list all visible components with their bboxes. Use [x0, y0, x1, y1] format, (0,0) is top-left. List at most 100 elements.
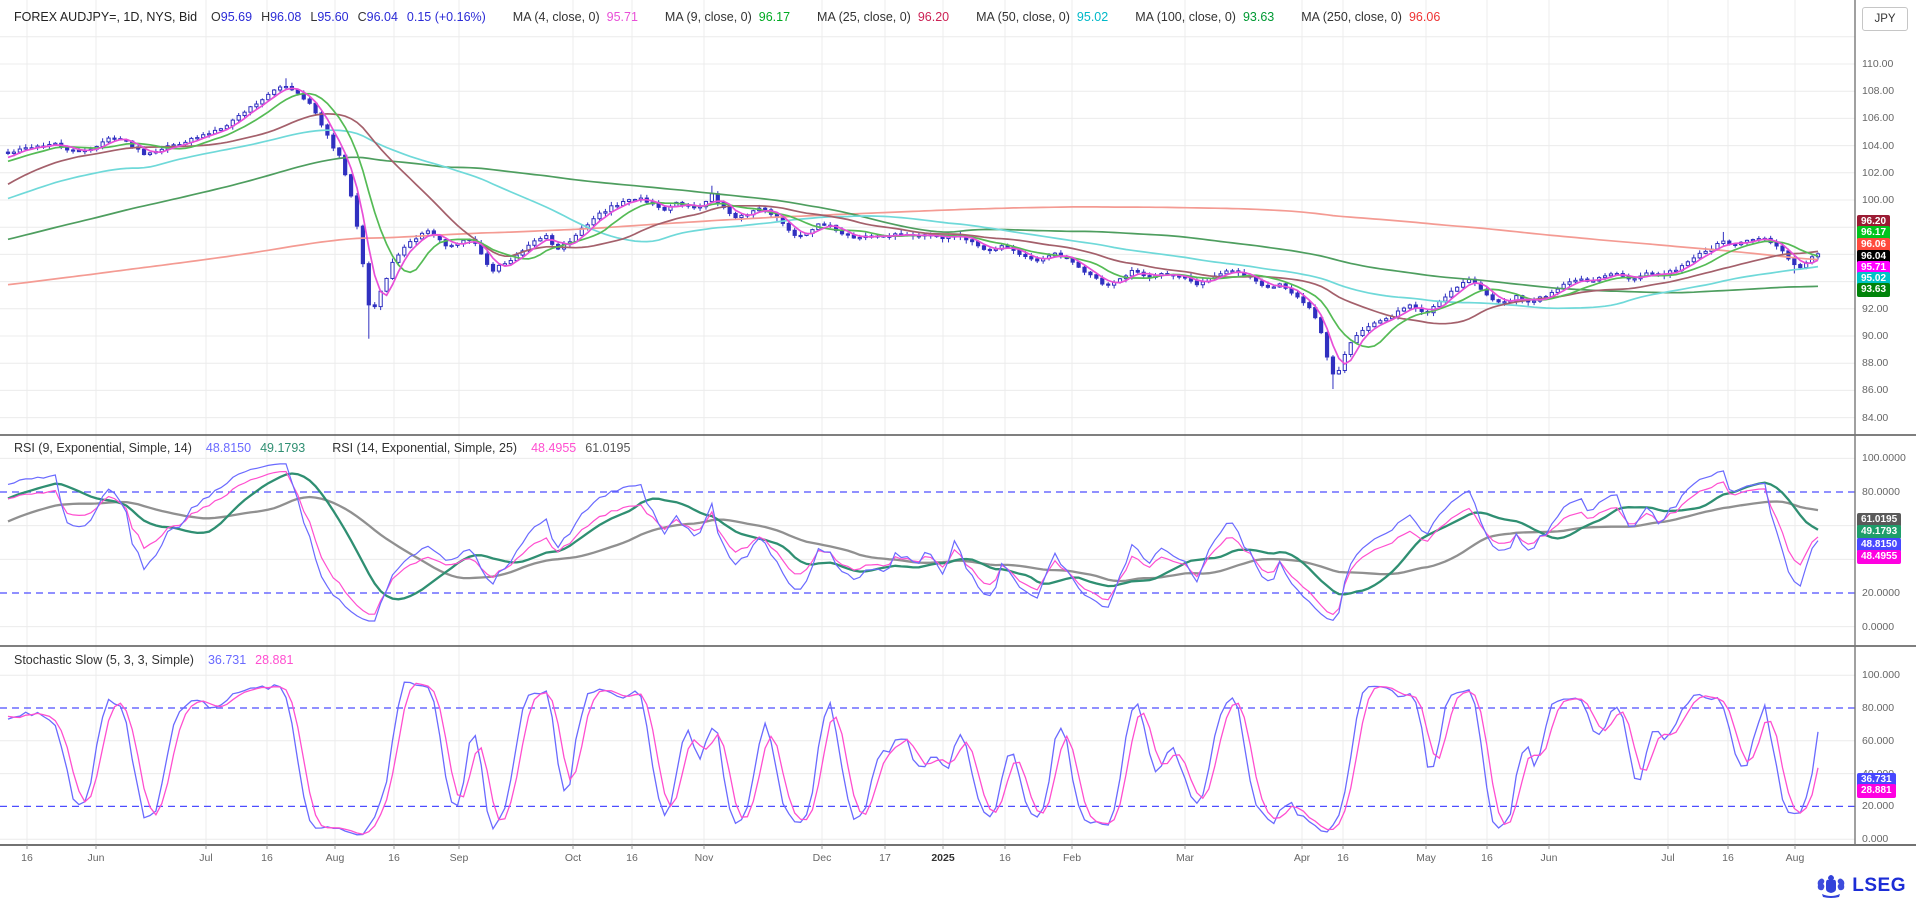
price-axis-currency-button[interactable]: JPY	[1862, 7, 1908, 31]
stoch-axis-tick: 0.000	[1862, 833, 1889, 846]
x-axis-label: Aug	[325, 852, 345, 864]
ma-25-line	[7, 112, 1819, 325]
ma25-value: 96.20	[917, 10, 950, 24]
ma250-value: 96.06	[1408, 10, 1441, 24]
price-axis-tick: 84.00	[1862, 411, 1889, 424]
price-axis-tick: 102.00	[1862, 166, 1895, 179]
x-axis-label: 16	[626, 852, 638, 864]
value-tag: 95.71	[1857, 261, 1891, 275]
value-tag: 95.02	[1857, 272, 1891, 286]
x-axis-label: Oct	[564, 852, 582, 864]
stoch-axis-tick: 100.000	[1862, 669, 1900, 682]
price-axis-tick: 88.00	[1862, 357, 1889, 370]
stochastic-k-value: 36.731	[207, 653, 247, 667]
x-axis-label: 16	[261, 852, 273, 864]
ma-legend-50: MA (50, close, 0) 95.02	[976, 10, 1109, 24]
value-tag: 36.731	[1857, 773, 1896, 787]
lseg-logo: LSEG	[1816, 874, 1906, 898]
rsi-axis-tick: 0.0000	[1862, 620, 1895, 633]
ma-4-line	[7, 87, 1819, 366]
ma-legend-250: MA (250, close, 0) 96.06	[1301, 10, 1441, 24]
stochastic-d-line	[7, 682, 1819, 835]
stoch-axis-tick: 20.000	[1862, 800, 1895, 813]
x-axis-label: 16	[999, 852, 1011, 864]
stochastic-label: Stochastic Slow (5, 3, 3, Simple)	[14, 653, 194, 667]
price-axis-tick: 86.00	[1862, 384, 1889, 397]
x-axis-label: May	[1416, 852, 1436, 864]
price-axis-scale-area[interactable]	[1856, 0, 1916, 845]
value-tag: 48.8150	[1857, 538, 1902, 552]
close-value: 96.04	[366, 10, 398, 24]
x-axis-label: Apr	[1293, 852, 1311, 864]
rsi-fast-value: 48.8150	[205, 441, 252, 455]
chart-legend: FOREX AUDJPY=, 1D, NYS, Bid O95.69 H96.0…	[14, 10, 1440, 24]
moving-averages-layer	[7, 87, 1819, 366]
value-tag: 61.0195	[1857, 513, 1902, 527]
price-axis-tick: 110.00	[1862, 58, 1894, 70]
open-label: O	[211, 10, 221, 24]
x-axis-label: 16	[1481, 852, 1493, 864]
stoch-axis-tick: 80.000	[1862, 702, 1895, 714]
ma-100-line	[7, 156, 1819, 294]
x-axis-label: Nov	[694, 852, 714, 864]
stochastic-d-value: 28.881	[255, 653, 294, 667]
lseg-crest-icon	[1817, 875, 1845, 898]
low-value: 95.60	[317, 10, 349, 24]
rsi-fast-label: RSI (9, Exponential, Simple, 14)	[14, 441, 192, 455]
price-axis-tick: 104.00	[1862, 139, 1895, 152]
rsi-axis-tick: 80.0000	[1862, 486, 1900, 498]
x-axis-label: 16	[1722, 852, 1734, 864]
price-axis-tick: 108.00	[1862, 85, 1895, 98]
rsi-fast-signal-line	[7, 472, 1819, 601]
value-tag: 96.17	[1857, 226, 1891, 240]
x-axis-label: 17	[879, 852, 891, 864]
high-value: 96.08	[270, 10, 302, 24]
ma-legend-100: MA (100, close, 0) 93.63	[1135, 10, 1275, 24]
x-axis-label: 2025	[931, 852, 955, 864]
close-label: C	[357, 10, 367, 24]
rsi-fast-line	[7, 463, 1819, 622]
x-axis-label: Aug	[1785, 852, 1805, 864]
price-axis-tick: 90.00	[1862, 330, 1889, 342]
open-value: 95.69	[220, 10, 253, 24]
rsi-slow-signal-value: 61.0195	[585, 441, 631, 455]
value-tag: 96.04	[1857, 250, 1891, 264]
ma100-value: 93.63	[1242, 10, 1275, 24]
ma4-value: 95.71	[606, 10, 638, 24]
x-axis-label: Feb	[1062, 852, 1082, 864]
value-tag: 93.63	[1857, 283, 1891, 297]
ma50-value: 95.02	[1076, 10, 1109, 24]
ma-50-line	[7, 129, 1819, 310]
ma-250-line	[7, 206, 1819, 286]
candlestick-layer	[5, 78, 1821, 390]
x-axis-label: Jul	[199, 852, 213, 864]
ma-legend-25: MA (25, close, 0) 96.20	[817, 10, 950, 24]
x-axis-label: Jun	[87, 852, 105, 864]
value-tag: 96.20	[1857, 215, 1891, 229]
price-axis-tick: 92.00	[1862, 302, 1889, 315]
x-axis-label: Jul	[1661, 852, 1675, 864]
stoch-axis-tick: 60.000	[1862, 734, 1895, 747]
instrument-title: FOREX AUDJPY=, 1D, NYS, Bid	[14, 10, 198, 24]
rsi-fast-signal-value: 49.1793	[260, 441, 306, 455]
value-tag: 96.06	[1857, 238, 1891, 252]
ma-legend-4: MA (4, close, 0) 95.71	[512, 10, 638, 24]
x-axis-label: Dec	[812, 852, 832, 864]
rsi-slow-label: RSI (14, Exponential, Simple, 25)	[332, 441, 518, 455]
value-tag: 49.1793	[1857, 525, 1902, 539]
value-tag: 48.4955	[1857, 550, 1902, 564]
grid-layer	[0, 0, 1855, 845]
rsi-slow-value: 48.4955	[531, 441, 577, 455]
low-label: L	[310, 10, 318, 24]
rsi-axis-tick: 100.0000	[1862, 452, 1906, 465]
rsi-legend: RSI (9, Exponential, Simple, 14) 48.8150…	[14, 441, 630, 455]
net-change: 0.15 (+0.16%)	[406, 10, 486, 24]
x-axis-label: 16	[21, 852, 33, 864]
high-label: H	[261, 10, 271, 24]
x-axis-label: Sep	[449, 852, 469, 864]
stochastic-legend: Stochastic Slow (5, 3, 3, Simple) 36.731…	[14, 653, 293, 667]
price-axis-tick: 100.00	[1862, 194, 1895, 206]
x-axis-label: Mar	[1175, 852, 1195, 864]
